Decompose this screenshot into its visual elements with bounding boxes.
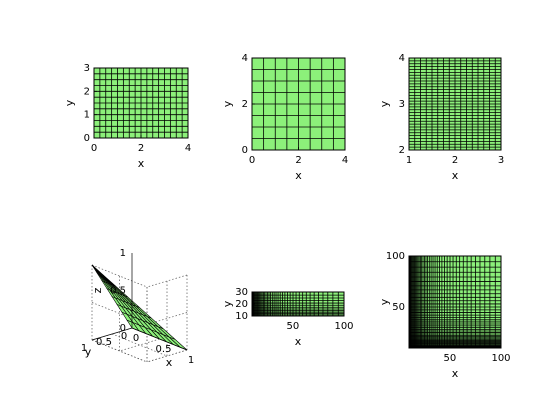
z-axis-label: z: [91, 287, 104, 293]
x-axis-label: x: [452, 169, 459, 182]
y-tick-label: 0: [121, 331, 127, 342]
y-axis-label: y: [378, 298, 391, 305]
x-tick-label: 4: [342, 155, 348, 166]
y-axis-line: [91, 327, 133, 341]
x-axis-label: x: [295, 335, 302, 348]
grid-line: [111, 333, 168, 357]
y-axis-label: y: [85, 345, 92, 358]
y-tick-label: 1: [84, 110, 90, 121]
subplot-1: 0 2 4 0 1 2 3 x y: [63, 63, 191, 170]
y-tick-label: 2: [84, 86, 90, 97]
y-tick-label: 0: [84, 133, 90, 144]
x-tick-label: 4: [185, 143, 191, 154]
z-tick-label: 0.5: [110, 286, 126, 297]
x-axis-line: [131, 327, 188, 351]
x-tick-label: 2: [295, 155, 301, 166]
y-tick-label: 2: [399, 145, 405, 156]
y-tick-label: 30: [235, 287, 248, 298]
subplot-6: 50 100 50 100 x y: [378, 251, 511, 380]
x-tick-label: 100: [334, 321, 353, 332]
x-tick-label: 1: [406, 155, 412, 166]
y-tick-label: 50: [392, 302, 405, 313]
grid-line: [91, 264, 148, 288]
x-axis-label: x: [166, 356, 173, 369]
z-tick-label: 1: [120, 248, 126, 259]
axes-box: [408, 255, 502, 349]
x-tick-label: 1: [188, 355, 194, 366]
x-tick-label: 2: [138, 143, 144, 154]
x-axis-label: x: [452, 367, 459, 380]
x-tick-label: 50: [444, 353, 457, 364]
x-tick-label: 0.5: [156, 344, 172, 355]
y-tick-label: 4: [242, 53, 248, 64]
x-tick-label: 0: [249, 155, 255, 166]
y-tick-label: 0: [242, 145, 248, 156]
x-axis-label: x: [138, 157, 145, 170]
y-tick-label: 10: [235, 311, 248, 322]
subplot-2: 0 2 4 0 2 4 x y: [221, 53, 348, 182]
surface-patch: [91, 264, 105, 276]
y-tick-label: 100: [386, 251, 405, 262]
x-tick-label: 3: [498, 155, 504, 166]
z-tick-label: 0: [120, 323, 126, 334]
y-tick-label: 20: [235, 299, 248, 310]
y-tick-label: 3: [399, 99, 405, 110]
y-tick-label: 3: [84, 63, 90, 74]
y-axis-label: y: [221, 100, 234, 107]
x-tick-label: 0: [91, 143, 97, 154]
subplot-4-3d: 0 0.5 1 0 0.5 1 0 0.5 1 x y z: [81, 248, 194, 369]
y-axis-label: y: [221, 300, 234, 307]
x-axis-label: x: [295, 169, 302, 182]
x-tick-label: 100: [491, 353, 510, 364]
y-tick-label: 1: [81, 343, 87, 354]
y-tick-label: 4: [399, 53, 405, 64]
y-tick-label: 2: [242, 99, 248, 110]
y-tick-label: 0.5: [96, 337, 112, 348]
x-tick-label: 0: [133, 333, 139, 344]
x-tick-label: 50: [287, 321, 300, 332]
grid-line: [91, 339, 148, 363]
y-axis-label: y: [378, 100, 391, 107]
y-axis-label: y: [63, 99, 76, 106]
x-tick-label: 2: [452, 155, 458, 166]
